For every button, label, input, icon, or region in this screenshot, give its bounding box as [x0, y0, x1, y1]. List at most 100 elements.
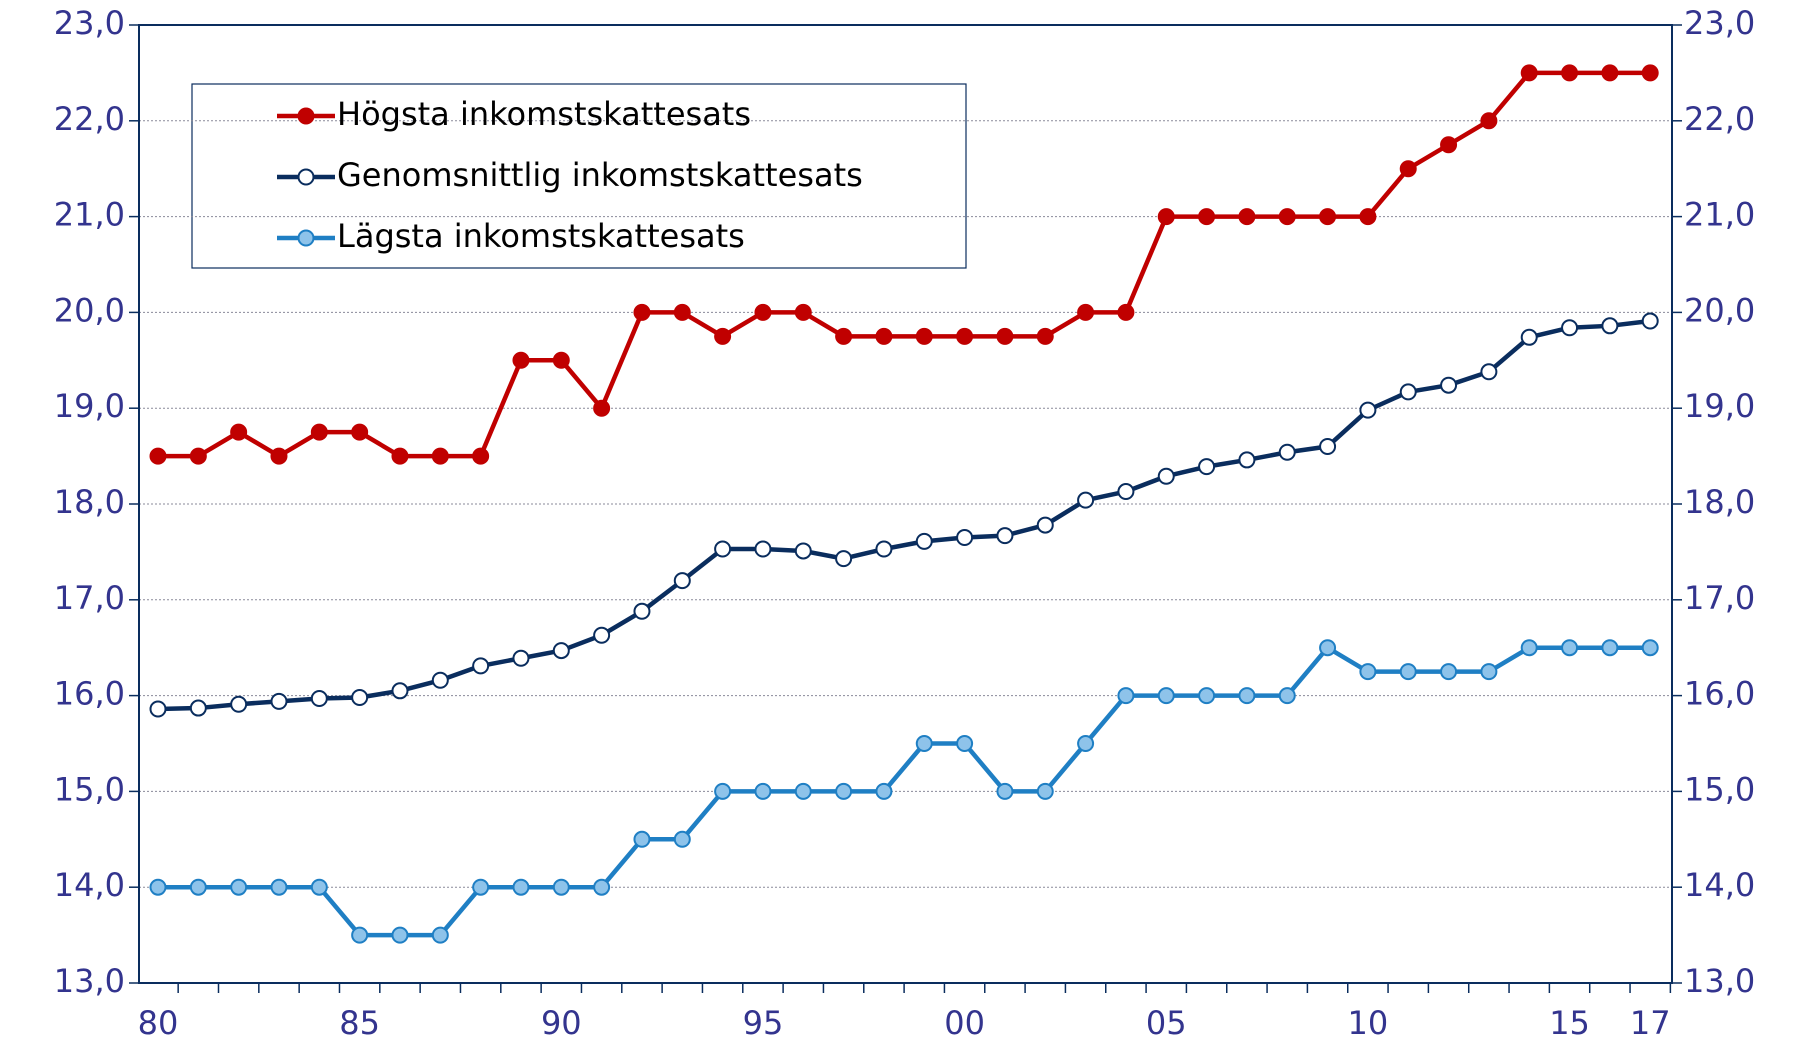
marker: [1157, 467, 1175, 485]
marker: [1278, 687, 1296, 705]
marker: [593, 399, 611, 417]
legend-label: Högsta inkomstskattesats: [337, 95, 751, 133]
marker: [1480, 363, 1498, 381]
marker: [1198, 687, 1216, 705]
marker: [1319, 639, 1337, 657]
marker: [633, 602, 651, 620]
marker: [149, 878, 167, 896]
marker: [1077, 303, 1095, 321]
x-tick-label: 10: [1348, 1004, 1389, 1042]
marker: [230, 878, 248, 896]
y-tick-label: 21,0: [54, 196, 125, 234]
marker: [230, 695, 248, 713]
marker: [1561, 639, 1579, 657]
marker: [794, 303, 812, 321]
marker: [1036, 516, 1054, 534]
marker: [310, 423, 328, 441]
marker: [673, 830, 691, 848]
marker: [1238, 451, 1256, 469]
marker: [1238, 687, 1256, 705]
y-tick-label: 19,0: [54, 387, 125, 425]
y2-tick-label: 16,0: [1684, 675, 1755, 713]
marker: [1601, 639, 1619, 657]
marker: [270, 692, 288, 710]
plot-border: [138, 24, 1673, 984]
y-tick-label: 23,0: [54, 4, 125, 42]
marker: [431, 671, 449, 689]
x-tick-label: 00: [944, 1004, 985, 1042]
y2-tick-label: 13,0: [1684, 962, 1755, 1000]
marker: [1319, 438, 1337, 456]
marker: [1561, 64, 1579, 82]
marker: [431, 447, 449, 465]
marker: [1036, 327, 1054, 345]
marker: [956, 529, 974, 547]
legend-label: Genomsnittlig inkomstskattesats: [337, 156, 863, 194]
marker: [552, 351, 570, 369]
marker: [875, 327, 893, 345]
marker: [512, 878, 530, 896]
marker: [956, 327, 974, 345]
marker: [794, 542, 812, 560]
marker: [512, 351, 530, 369]
marker: [1359, 663, 1377, 681]
marker: [1278, 443, 1296, 461]
marker: [1238, 208, 1256, 226]
legend-marker: [297, 107, 315, 125]
series-line: [157, 318, 1651, 712]
y2-tick-label: 19,0: [1684, 387, 1755, 425]
marker: [1036, 782, 1054, 800]
x-tick-label: 85: [339, 1004, 380, 1042]
marker: [431, 926, 449, 944]
marker: [915, 327, 933, 345]
y2-tick-label: 23,0: [1684, 4, 1755, 42]
marker: [552, 878, 570, 896]
y2-tick-label: 21,0: [1684, 196, 1755, 234]
marker: [996, 782, 1014, 800]
x-tick-label: 90: [541, 1004, 582, 1042]
marker: [1440, 376, 1458, 394]
marker: [754, 540, 772, 558]
marker: [915, 532, 933, 550]
marker: [835, 550, 853, 568]
marker: [149, 447, 167, 465]
marker: [552, 642, 570, 660]
marker: [472, 447, 490, 465]
marker: [1117, 303, 1135, 321]
marker: [835, 327, 853, 345]
marker: [1198, 458, 1216, 476]
marker: [714, 327, 732, 345]
y2-tick-label: 22,0: [1684, 100, 1755, 138]
marker: [593, 878, 611, 896]
marker: [1480, 663, 1498, 681]
y-tick-label: 16,0: [54, 675, 125, 713]
y2-tick-label: 15,0: [1684, 770, 1755, 808]
marker: [794, 782, 812, 800]
x-tick-label: 80: [138, 1004, 179, 1042]
x-tick-label: 15: [1549, 1004, 1590, 1042]
marker: [1641, 64, 1659, 82]
marker: [1399, 160, 1417, 178]
marker: [1440, 663, 1458, 681]
marker: [1319, 208, 1337, 226]
marker: [270, 878, 288, 896]
marker: [270, 447, 288, 465]
marker: [472, 878, 490, 896]
marker: [1440, 136, 1458, 154]
legend-label: Lägsta inkomstskattesats: [337, 217, 745, 255]
legend-marker: [297, 229, 315, 247]
marker: [1561, 319, 1579, 337]
marker: [310, 878, 328, 896]
y-tick-label: 15,0: [54, 770, 125, 808]
marker: [1520, 328, 1538, 346]
marker: [673, 303, 691, 321]
marker: [915, 735, 933, 752]
marker: [1278, 208, 1296, 226]
marker: [1641, 312, 1659, 330]
marker: [754, 782, 772, 800]
marker: [351, 689, 369, 707]
marker: [875, 782, 893, 800]
marker: [633, 830, 651, 848]
y2-tick-label: 18,0: [1684, 483, 1755, 521]
marker: [956, 735, 974, 752]
